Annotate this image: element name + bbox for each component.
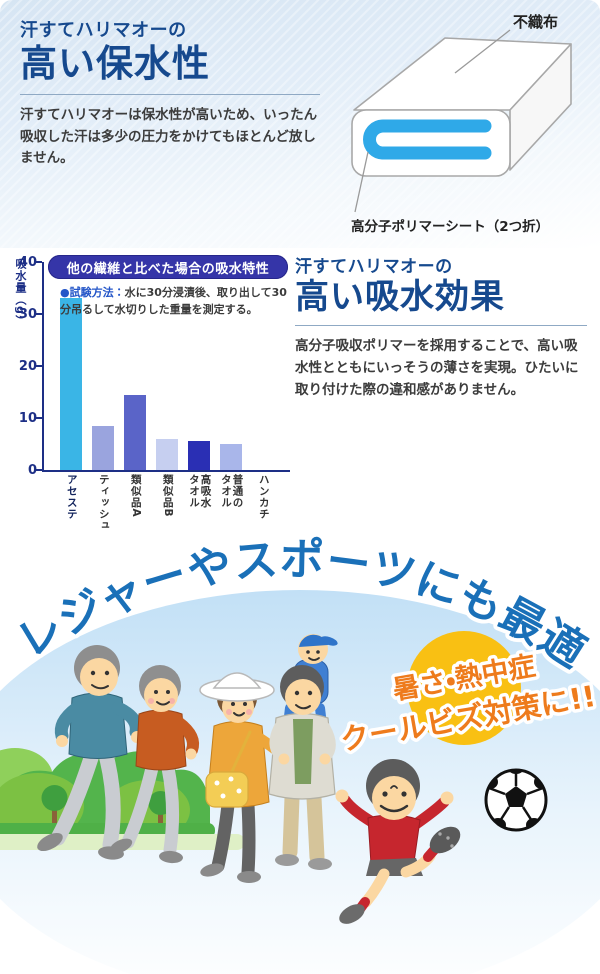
illustration-soccer-boy	[335, 759, 461, 924]
x-label-5: 普通の タオル	[220, 474, 244, 509]
chart-y-ticks: 0 10 20 30 40	[12, 256, 38, 477]
note-text: 水に30分浸漬後、取り出して30分吊るして水切りした重量を測定する。	[60, 286, 287, 316]
x-label-4: 高吸水 タオル	[188, 474, 212, 509]
illustration-senior-woman	[109, 665, 199, 864]
illustration-hat-woman	[199, 672, 300, 883]
polymer-caption: 高分子ポリマーシート（2つ折）	[351, 218, 549, 235]
y-tick-dash-40	[35, 261, 42, 263]
x-label-3: 類似品B	[161, 474, 174, 518]
retention-divider	[20, 93, 320, 95]
y-tick-20: 20	[18, 359, 37, 374]
retention-headline: 汗すてハリマオーの 高い保水性 汗すてハリマオーは保水性が高いため、いったん吸収…	[20, 16, 338, 170]
y-tick-dash-0	[35, 469, 42, 471]
y-tick-10: 10	[18, 411, 37, 426]
nonwoven-label: 不織布	[513, 13, 558, 31]
polymer-sheet-diagram: 不織布 高分子ポリマーシート（2つ折）	[351, 13, 572, 235]
bar-2	[124, 394, 146, 470]
y-tick-dash-20	[35, 365, 42, 367]
bar-4	[188, 441, 210, 470]
y-tick-dash-30	[35, 313, 42, 315]
x-label-6: ハンカチ	[257, 474, 270, 520]
x-label-1: ティッシュ	[97, 474, 110, 532]
illustration-father-with-child	[268, 634, 338, 870]
absorption-chart: 吸水量（g） 0 10 20 30 40 アセステ ティッシュ 類似品A 類似品B 高吸水 タオ…	[12, 252, 292, 532]
y-tick-dash-10	[35, 417, 42, 419]
retention-title: 高い保水性	[20, 42, 210, 85]
retention-section: 汗すてハリマオーの 高い保水性 汗すてハリマオーは保水性が高いため、いったん吸収…	[0, 0, 600, 248]
y-tick-0: 0	[27, 463, 37, 478]
bar-1	[92, 425, 114, 470]
note-label: ●試験方法：	[60, 286, 125, 299]
polymer-sheet-shape	[363, 119, 492, 160]
y-tick-40: 40	[18, 255, 37, 270]
leader-line-bottom	[354, 151, 369, 213]
absorption-title: 高い吸水効果	[295, 277, 505, 317]
leisure-illustration: 暑さ・熱中症 クールビズ対策に!!	[0, 530, 600, 974]
chart-test-method-note: ●試験方法：水に30分浸漬後、取り出して30分吊るして水切りした重量を測定する。	[60, 285, 290, 318]
illustration-senior-man	[37, 645, 143, 860]
chart-title-badge: 他の繊維と比べた場合の吸水特性	[48, 255, 288, 279]
x-label-2: 類似品A	[129, 474, 142, 518]
bar-3	[156, 438, 178, 470]
x-label-0: アセステ	[65, 474, 78, 520]
bar-5	[220, 444, 242, 470]
bar-plot: アセステ ティッシュ 類似品A 類似品B 高吸水 タオル 普通の タオル ハンカチ	[35, 261, 290, 532]
chart-y-axis-label: 吸水量（g）	[14, 258, 27, 327]
leader-line-top	[454, 29, 511, 74]
absorption-brand-line: 汗すてハリマオーの	[295, 257, 453, 277]
retention-body: 汗すてハリマオーは保水性が高いため、いったん吸収した汗は多少の圧力をかけてもほと…	[20, 106, 318, 167]
sun-circle	[407, 631, 521, 745]
absorption-divider	[295, 325, 587, 327]
absorption-body: 高分子吸収ポリマーを採用することで、高い吸水性とともにいっそうの薄さを実現。ひた…	[295, 338, 579, 399]
soccer-ball	[484, 768, 548, 832]
retention-brand-line: 汗すてハリマオーの	[20, 20, 187, 41]
absorption-section: 汗すてハリマオーの 高い吸水効果 高分子吸収ポリマーを採用することで、高い吸水性…	[295, 252, 590, 402]
y-tick-30: 30	[18, 307, 37, 322]
bar-0	[60, 298, 82, 470]
